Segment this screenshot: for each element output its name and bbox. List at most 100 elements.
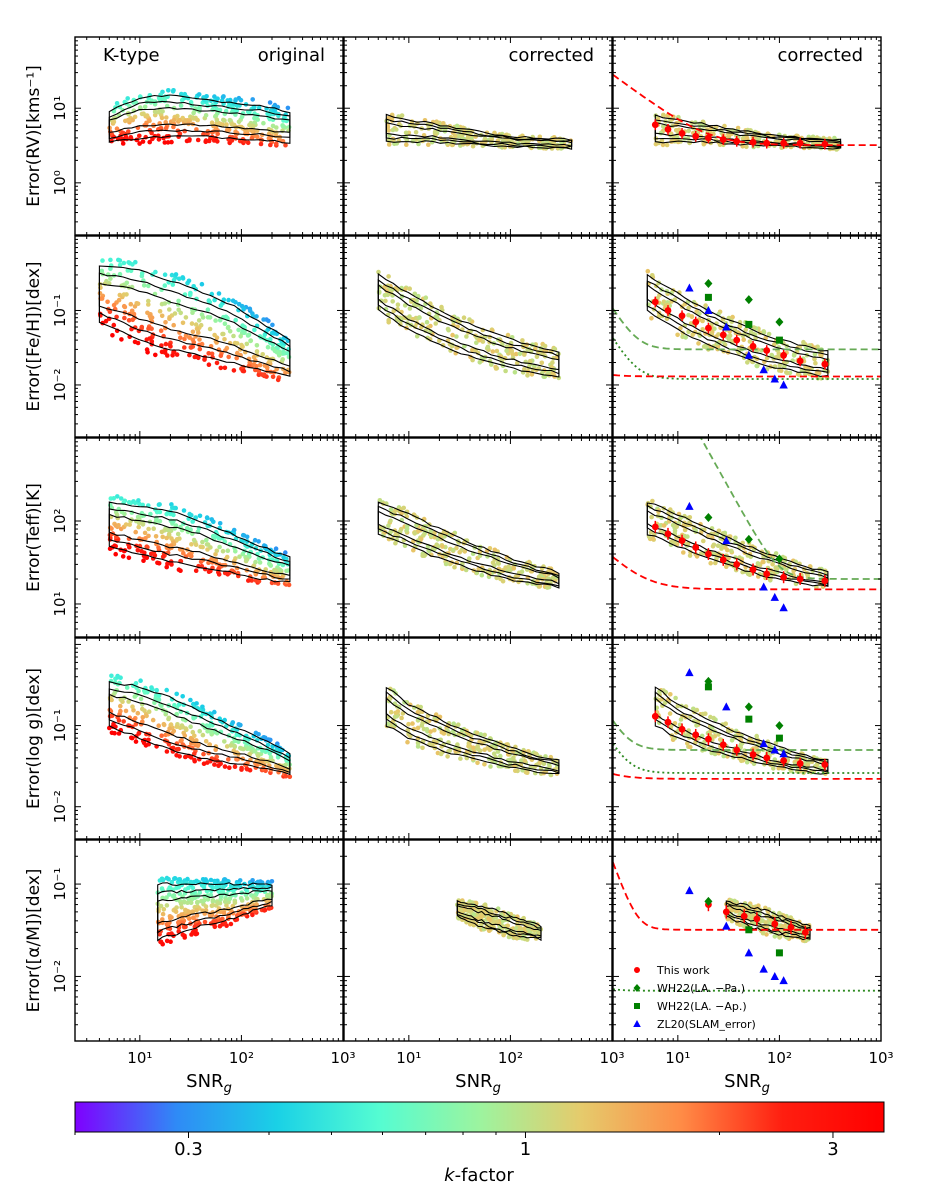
scatter-point xyxy=(233,97,238,102)
panel-r1-c0: 10⁻² 10⁻¹ Error([Fe/H])[dex] xyxy=(24,235,344,438)
scatter-point xyxy=(163,320,168,325)
scatter-point xyxy=(270,322,275,328)
scatter-point xyxy=(188,755,194,760)
panel-plot-area xyxy=(376,269,562,381)
scatter-point xyxy=(246,578,251,583)
scatter-point xyxy=(147,139,152,145)
scatter-point xyxy=(261,372,267,377)
scatter-point xyxy=(172,311,178,316)
scatter-point xyxy=(206,138,212,144)
scatter-point xyxy=(765,131,771,136)
scatter-point xyxy=(471,745,476,750)
scatter-point xyxy=(140,502,145,508)
scatter-point xyxy=(117,271,123,277)
binned-point xyxy=(705,324,712,332)
binned-point xyxy=(749,138,757,146)
scatter-point xyxy=(140,719,145,724)
scatter-point xyxy=(152,109,158,115)
scatter-point xyxy=(527,358,533,364)
scatter-point xyxy=(386,128,391,133)
scatter-point xyxy=(645,268,651,274)
scatter-point xyxy=(192,733,197,739)
scatter-point xyxy=(723,721,728,726)
scatter-point xyxy=(184,525,190,531)
scatter-point xyxy=(120,141,126,146)
panel-plot-area xyxy=(613,668,881,780)
scatter-point xyxy=(275,345,281,351)
scatter-point xyxy=(222,764,228,769)
scatter-point xyxy=(681,550,686,555)
scatter-point xyxy=(140,139,146,144)
density-contour xyxy=(385,690,560,774)
scatter-point xyxy=(190,310,195,316)
scatter-point xyxy=(213,318,218,323)
scatter-point xyxy=(450,547,456,553)
fit-curve xyxy=(613,556,881,591)
scatter-point xyxy=(252,749,258,754)
scatter-point xyxy=(212,297,217,303)
scatter-point xyxy=(212,332,217,338)
scatter-point xyxy=(189,542,194,547)
scatter-point xyxy=(233,317,238,323)
scatter-point xyxy=(238,334,243,339)
scatter-point xyxy=(167,307,172,312)
scatter-point xyxy=(270,374,276,380)
scatter-point xyxy=(403,130,409,136)
density-contour xyxy=(108,680,291,776)
scatter-point xyxy=(173,272,179,277)
scatter-point xyxy=(424,319,430,325)
scatter-point xyxy=(114,512,120,518)
scatter-point xyxy=(412,291,418,297)
scatter-point xyxy=(760,559,765,565)
scatter-point xyxy=(172,526,177,531)
scatter-point xyxy=(136,498,141,503)
binned-point xyxy=(719,331,727,339)
zl20-marker xyxy=(722,322,731,331)
scatter-point xyxy=(250,97,255,102)
density-contour xyxy=(377,278,560,375)
scatter-point xyxy=(169,272,175,278)
y-tick-label: 10¹ xyxy=(51,591,69,616)
density-contour xyxy=(108,100,291,140)
scatter-point xyxy=(140,715,146,720)
scatter-point xyxy=(238,97,244,103)
scatter-point xyxy=(193,515,198,520)
scatter-point xyxy=(129,735,135,741)
scatter-point xyxy=(118,496,124,501)
scatter-point xyxy=(194,326,200,332)
scatter-point xyxy=(220,122,225,127)
scatter-point xyxy=(220,94,226,100)
column-title: corrected xyxy=(777,45,863,66)
scatter-point xyxy=(520,338,525,343)
scatter-point xyxy=(815,369,820,374)
scatter-point xyxy=(212,709,217,715)
scatter-point xyxy=(478,732,484,737)
panel-plot-area xyxy=(107,88,292,148)
scatter-point xyxy=(164,115,169,120)
scatter-point xyxy=(485,344,491,350)
scatter-point xyxy=(140,522,146,527)
scatter-point xyxy=(492,130,497,136)
scatter-point xyxy=(204,542,210,547)
scatter-point xyxy=(550,360,555,365)
scatter-point xyxy=(451,721,457,726)
scatter-point xyxy=(426,142,431,147)
scatter-point xyxy=(447,748,453,753)
scatter-point xyxy=(388,518,393,524)
scatter-point xyxy=(170,505,175,510)
scatter-point xyxy=(433,321,439,326)
scatter-point xyxy=(148,511,153,517)
scatter-point xyxy=(674,524,679,529)
binned-point xyxy=(705,735,712,743)
scatter-point xyxy=(207,326,213,332)
wh22-ap-marker xyxy=(745,320,753,328)
scatter-point xyxy=(385,721,391,726)
scatter-point xyxy=(245,140,251,146)
panel-ticks xyxy=(75,36,344,236)
scatter-point xyxy=(169,562,174,567)
scatter-point xyxy=(650,498,655,504)
scatter-point xyxy=(139,271,145,276)
scatter-point xyxy=(168,344,173,349)
scatter-point xyxy=(159,733,164,738)
scatter-point xyxy=(249,578,254,583)
